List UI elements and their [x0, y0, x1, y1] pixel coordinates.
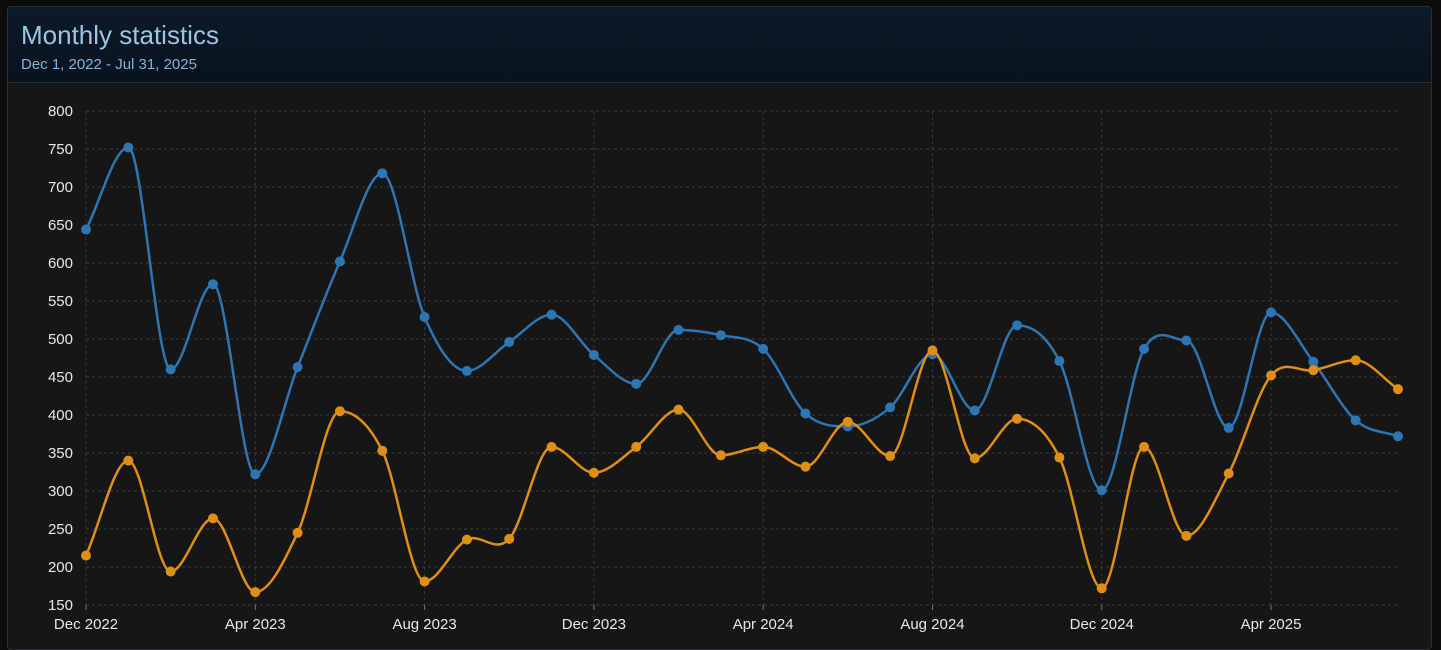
chart-panel: Monthly statistics Dec 1, 2022 - Jul 31,… — [7, 6, 1432, 650]
x-tick-label: Dec 2023 — [562, 616, 626, 633]
y-tick-label: 600 — [48, 255, 73, 272]
series-2-point — [1054, 452, 1065, 463]
series-2-point — [1308, 365, 1319, 376]
series-1-point — [885, 402, 896, 413]
series-2-point — [631, 441, 642, 452]
series-1-point — [1393, 431, 1403, 442]
series-1-point — [969, 405, 980, 416]
series-1-point — [165, 364, 176, 375]
series-2-point — [334, 406, 345, 417]
series-2-line — [84, 349, 1399, 594]
y-tick-label: 650 — [48, 217, 73, 234]
date-range: Dec 1, 2022 - Jul 31, 2025 — [21, 56, 197, 73]
x-tick-label: Aug 2023 — [392, 616, 456, 633]
series-1-point — [1223, 422, 1234, 433]
series-1-point — [419, 311, 430, 322]
series-1-point — [1012, 320, 1023, 331]
series-2-point — [1266, 370, 1277, 381]
series-1-point — [631, 378, 642, 389]
series-2-point — [250, 587, 261, 598]
y-tick-label: 450 — [48, 369, 73, 386]
series-2-point — [1096, 583, 1107, 594]
x-tick-label: Dec 2024 — [1070, 616, 1134, 633]
series-1-point — [673, 324, 684, 335]
x-tick-label: Apr 2023 — [225, 616, 286, 633]
series-2-point — [123, 455, 134, 466]
series-1-point — [715, 330, 726, 341]
series-1-point — [123, 142, 134, 153]
y-tick-label: 400 — [48, 407, 73, 424]
series-1-point — [334, 256, 345, 267]
x-tick-label: Apr 2024 — [733, 616, 794, 633]
series-1-line — [84, 146, 1399, 492]
series-2-point — [1393, 384, 1403, 395]
series-2-point — [1350, 355, 1361, 366]
series-1-point — [207, 279, 218, 290]
panel-header: Monthly statistics Dec 1, 2022 - Jul 31,… — [8, 7, 1431, 83]
series-1-point — [377, 168, 388, 179]
y-tick-label: 350 — [48, 445, 73, 462]
series-1-point — [1181, 335, 1192, 346]
series-1-point — [1308, 356, 1319, 367]
series-2-point — [207, 513, 218, 524]
x-tick-label: Dec 2022 — [54, 616, 118, 633]
series-1-point — [800, 408, 811, 419]
series-2-point — [927, 345, 938, 356]
series-2-point — [1181, 530, 1192, 541]
series-2-point — [461, 534, 472, 545]
series-1-point — [292, 362, 303, 373]
y-tick-label: 200 — [48, 559, 73, 576]
y-tick-label: 500 — [48, 331, 73, 348]
y-tick-label: 750 — [48, 141, 73, 158]
series-2-point — [758, 441, 769, 452]
series-1-point — [250, 469, 261, 480]
y-tick-label: 700 — [48, 179, 73, 196]
series-2-point — [969, 453, 980, 464]
series-1-point — [1054, 356, 1065, 367]
series-2-point — [504, 533, 515, 544]
series-2-point — [377, 445, 388, 456]
y-tick-label: 800 — [48, 103, 73, 120]
series-2-point — [165, 566, 176, 577]
series-1-point — [758, 343, 769, 354]
series-2-point — [842, 416, 853, 427]
x-tick-label: Aug 2024 — [900, 616, 964, 633]
series-2-point — [1012, 413, 1023, 424]
series-1-point — [1139, 343, 1150, 354]
series-2-point — [715, 450, 726, 461]
series-1-point — [461, 365, 472, 376]
series-2-point — [673, 404, 684, 415]
y-tick-label: 550 — [48, 293, 73, 310]
y-tick-label: 150 — [48, 597, 73, 614]
series-2-point — [546, 441, 557, 452]
series-2-point — [419, 576, 430, 587]
y-tick-label: 300 — [48, 483, 73, 500]
panel-title: Monthly statistics — [21, 20, 219, 50]
series-2-point — [292, 527, 303, 538]
series-2-point — [81, 550, 91, 561]
series-2-point — [588, 467, 599, 478]
x-tick-label: Apr 2025 — [1241, 616, 1302, 633]
series-2-point — [885, 451, 896, 462]
series-1-point — [504, 337, 515, 348]
series-2-point — [1223, 468, 1234, 479]
series-1-point — [546, 309, 557, 320]
series-1-point — [1350, 415, 1361, 426]
y-tick-label: 250 — [48, 521, 73, 538]
series-1-point — [1266, 307, 1277, 318]
series-1-point — [81, 224, 91, 235]
series-1-point — [588, 349, 599, 360]
series-2-point — [1139, 441, 1150, 452]
series-1-point — [1096, 485, 1107, 496]
series-2-point — [800, 461, 811, 472]
